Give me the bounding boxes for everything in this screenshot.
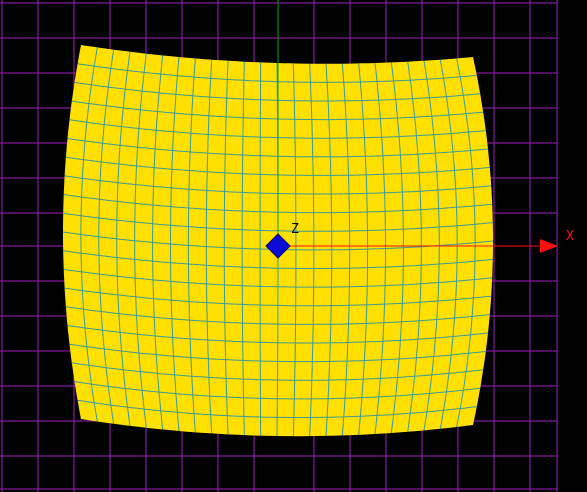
mesh-row-line: [69, 343, 486, 363]
mesh-row-line: [74, 81, 481, 102]
mesh-row-line: [65, 306, 490, 325]
mesh-row-line: [64, 287, 492, 307]
mesh-row-line: [63, 250, 493, 269]
mesh-row-line: [63, 268, 493, 288]
mesh-row-line: [77, 63, 477, 83]
x-axis-arrow-icon[interactable]: [540, 239, 558, 253]
pivot-gizmo-icon[interactable]: [265, 233, 291, 259]
mesh-row-line: [77, 399, 477, 418]
mesh-row-line: [67, 325, 489, 344]
mesh-row-line: [74, 381, 481, 400]
x-axis-label: X: [566, 229, 574, 244]
z-axis-label: Z: [291, 222, 299, 237]
mesh-row-line: [71, 362, 484, 381]
